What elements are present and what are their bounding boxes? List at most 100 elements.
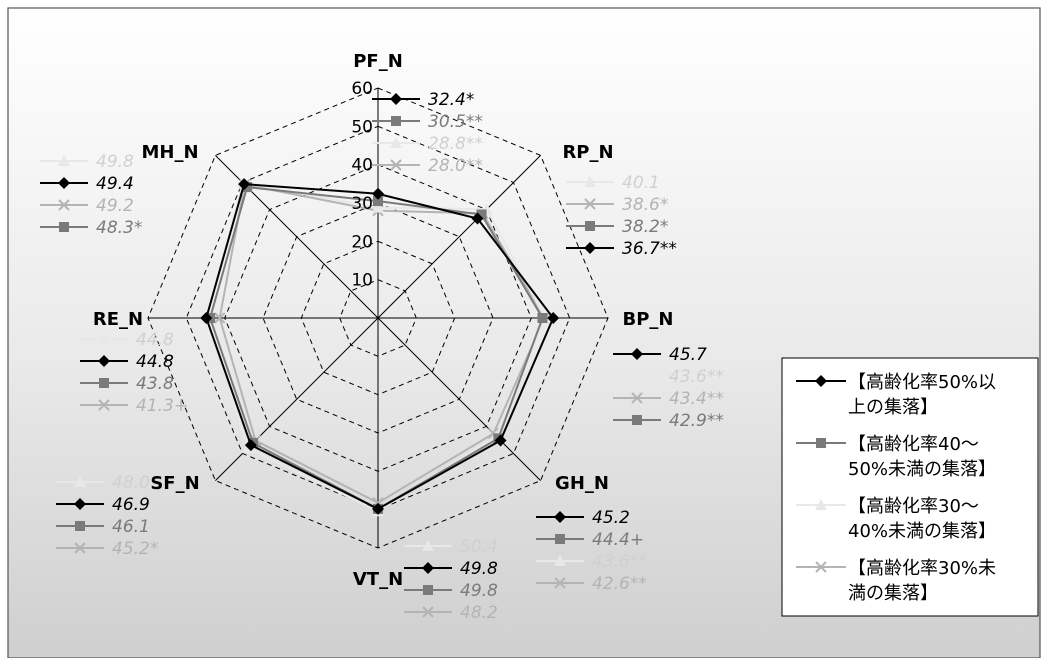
series-0-point-RP_N-shape (471, 212, 484, 225)
value-label-marker-shape (554, 511, 566, 523)
series-2-point-PF_N-shape (372, 201, 384, 213)
value-label-text: 49.2 (96, 196, 134, 216)
legend-marker (815, 375, 827, 387)
axis-label-SF_N: SF_N (150, 473, 199, 494)
value-label-marker (58, 177, 70, 189)
value-label-BP_N-2: 43.4** (613, 389, 724, 409)
value-label-text: 49.8 (460, 559, 498, 579)
series-0-point-SF_N-shape (244, 439, 257, 452)
value-label-marker (391, 116, 401, 126)
value-label-marker-shape (422, 540, 434, 551)
series-1-point-PF_N (373, 196, 383, 207)
value-label-marker (98, 333, 110, 344)
value-label-SF_N-3: 45.2* (56, 539, 158, 559)
value-label-marker (631, 392, 643, 404)
value-label-text: 42.6** (592, 574, 647, 594)
value-label-text: 49.4 (96, 174, 134, 194)
value-label-text: 42.9** (669, 411, 724, 431)
value-label-GH_N-0: 45.2 (536, 508, 630, 528)
value-label-GH_N-1: 44.4+ (536, 530, 644, 550)
series-0-point-GH_N-shape (494, 434, 507, 447)
value-label-marker (584, 198, 596, 210)
legend-label-1-1: 50%未満の集落】 (848, 459, 996, 480)
value-label-text: 43.6** (592, 552, 647, 572)
value-label-marker (632, 415, 642, 425)
value-label-marker-shape (390, 137, 402, 148)
legend-label-3-0: 【高齢化率30%未 (848, 558, 996, 579)
series-0-point-MH_N (238, 178, 251, 191)
value-label-text: 43.6** (669, 367, 724, 387)
value-label-marker (584, 242, 596, 254)
legend-marker-shape (815, 499, 827, 510)
radar-text: 10 20 30 40 50 60 PF_N RP_N BP_N GH_N VT_N SF_N RE_N… (40, 51, 724, 623)
value-label-marker-shape-b (584, 198, 596, 210)
tick-label-50: 50 (351, 117, 373, 137)
value-label-marker (422, 562, 434, 574)
value-label-marker (390, 93, 402, 105)
value-label-text: 38.2* (622, 217, 668, 237)
value-label-marker-shape (555, 534, 565, 544)
value-label-RP_N-2: 38.2* (566, 217, 668, 237)
legend-label-1-0: 【高齢化率40～ (848, 434, 979, 455)
value-label-VT_N-1: 49.8 (404, 559, 498, 579)
value-label-marker (58, 155, 70, 166)
legend-label-2-1: 40%未満の集落】 (848, 521, 996, 542)
value-label-marker-shape (390, 93, 402, 105)
value-label-text: 41.3+ (136, 396, 188, 416)
axis-label-MH_N: MH_N (141, 142, 198, 163)
value-label-RE_N-3: 41.3+ (80, 396, 188, 416)
value-label-marker (555, 534, 565, 544)
value-label-text: 28.8** (428, 134, 483, 154)
axis-label-BP_N: BP_N (623, 309, 674, 330)
value-label-text: 45.7 (669, 345, 707, 365)
tick-label-10: 10 (351, 271, 373, 291)
value-label-marker (422, 540, 434, 551)
value-label-marker-shape (58, 155, 70, 166)
value-label-marker-shape (584, 242, 596, 254)
value-label-SF_N-0: 48.0 (56, 473, 150, 493)
series-0-point-MH_N-shape (238, 178, 251, 191)
value-label-marker (554, 577, 566, 589)
value-label-marker-shape (99, 378, 109, 388)
series-0-point-VT_N-shape (372, 502, 384, 515)
legend-marker-shape-b (815, 561, 827, 573)
axis-line-GH_N (377, 317, 541, 481)
tick-label-30: 30 (351, 194, 373, 214)
value-label-marker-shape (74, 498, 86, 510)
value-label-GH_N-2: 43.6** (536, 552, 647, 572)
series-0-point-BP_N-shape (547, 312, 560, 324)
series-1-point-PF_N-shape (373, 196, 383, 207)
value-label-PF_N-0: 32.4* (372, 90, 474, 110)
value-label-SF_N-1: 46.9 (56, 495, 150, 515)
value-label-marker-shape (74, 476, 86, 487)
value-label-marker (75, 521, 85, 531)
value-label-text: 48.3* (96, 218, 142, 238)
value-label-marker-shape-b (554, 577, 566, 589)
value-label-text: 36.7** (622, 239, 677, 259)
series-0-point-RE_N (200, 312, 213, 324)
value-label-RP_N-0: 40.1 (566, 173, 660, 193)
series-1-point-BP_N-shape (537, 313, 548, 323)
value-label-text: 44.8 (136, 330, 174, 350)
axis-line-SF_N (215, 317, 379, 481)
legend-marker-shape (815, 375, 827, 387)
value-label-text: 48.0 (112, 473, 150, 493)
value-label-marker-shape (58, 177, 70, 189)
legend-label-2-0: 【高齢化率30～ (848, 496, 979, 517)
value-label-marker-shape-b (631, 392, 643, 404)
value-label-marker (98, 355, 110, 367)
legend-marker (816, 438, 826, 448)
value-label-marker-shape-b (422, 606, 434, 618)
value-label-marker-shape (98, 333, 110, 344)
tick-label-60: 60 (351, 79, 373, 99)
value-label-marker-shape (631, 370, 643, 381)
value-label-marker-shape (554, 555, 566, 566)
legend-label-3-1: 満の集落】 (848, 583, 938, 604)
value-label-text: 30.5** (428, 112, 483, 132)
value-label-text: 38.6* (622, 195, 668, 215)
value-label-marker-shape-b (58, 199, 70, 211)
